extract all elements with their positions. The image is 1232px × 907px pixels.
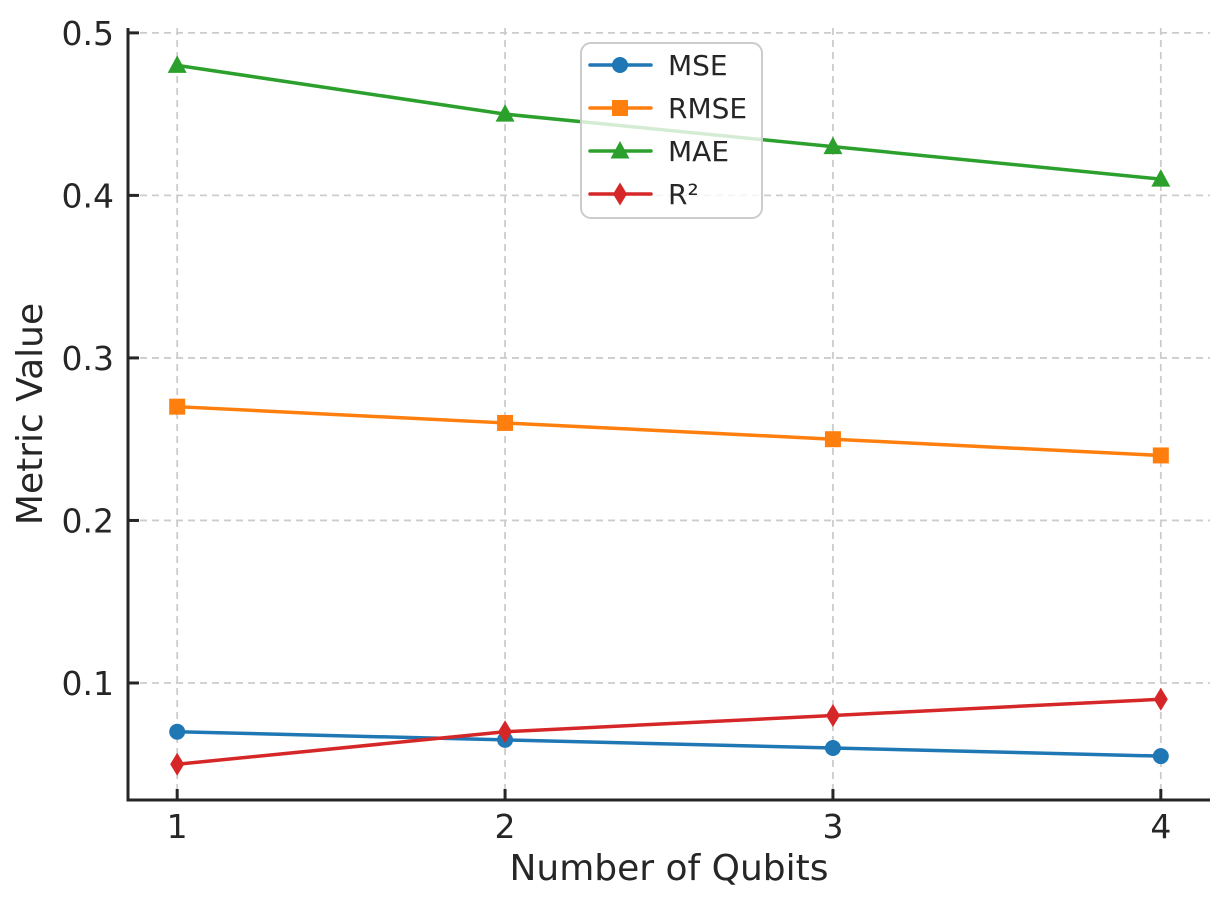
data-point-R²: [825, 703, 840, 727]
series-line-MSE: [175, 729, 1163, 758]
series-line-RMSE: [175, 404, 1163, 458]
y-axis-title: Metric Value: [10, 303, 51, 525]
y-tick-label: 0.1: [62, 664, 114, 703]
x-tick-label: 4: [1150, 807, 1171, 846]
legend-marker-circle: [612, 57, 628, 73]
data-point-MAE: [167, 55, 187, 73]
x-axis-title: Number of Qubits: [509, 848, 828, 889]
legend-marker-triangle: [610, 141, 630, 159]
x-tick-label: 3: [822, 807, 843, 846]
axes-layer: 0.1 0.2 0.3 0.4 0.5 1 2 3 4: [62, 14, 1210, 846]
data-point-MSE: [169, 723, 186, 740]
legend-item-RMSE: RMSE: [588, 92, 747, 125]
series-layer: [167, 55, 1171, 776]
legend-marker-diamond: [613, 182, 627, 206]
data-point-MAE: [823, 136, 843, 155]
x-tick-label: 2: [495, 807, 516, 846]
legend: MSE RMSE MAE R²: [580, 42, 763, 219]
legend-label: R²: [668, 178, 699, 211]
data-point-MAE: [1151, 169, 1171, 187]
data-point-RMSE: [497, 414, 514, 431]
legend-label: RMSE: [668, 92, 747, 125]
data-point-RMSE: [1152, 447, 1169, 464]
legend-item-R²: R²: [588, 178, 699, 211]
data-point-R²: [498, 720, 513, 744]
data-point-MSE: [1152, 748, 1169, 765]
y-tick-label: 0.5: [62, 14, 114, 53]
legend-marker-square: [612, 100, 628, 116]
series-line-R²: [175, 697, 1163, 766]
legend-label: MSE: [668, 49, 728, 82]
data-point-RMSE: [169, 398, 186, 415]
data-point-MAE: [495, 104, 515, 122]
data-point-MSE: [824, 739, 841, 756]
legend-label: MAE: [668, 135, 729, 168]
data-point-R²: [1153, 687, 1168, 711]
legend-box: [580, 42, 763, 219]
y-tick-label: 0.4: [62, 176, 114, 215]
x-tick-label: 1: [167, 807, 188, 846]
data-point-RMSE: [824, 431, 841, 448]
data-point-R²: [170, 752, 185, 776]
legend-item-MSE: MSE: [588, 49, 728, 82]
legend-item-MAE: MAE: [588, 135, 729, 168]
y-tick-label: 0.3: [62, 339, 114, 378]
y-tick-label: 0.2: [62, 501, 114, 540]
